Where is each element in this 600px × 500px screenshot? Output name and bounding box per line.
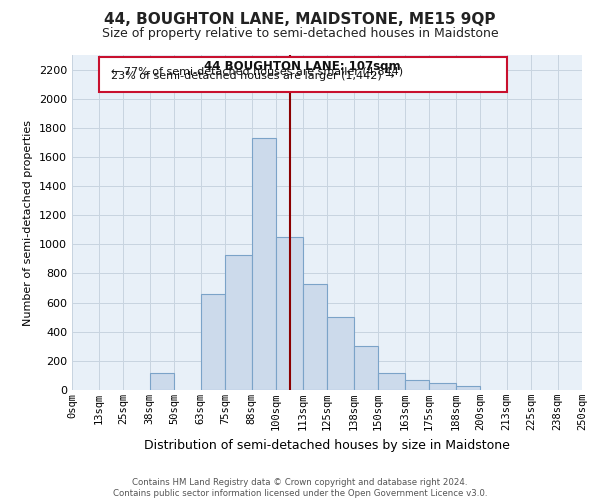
Bar: [251, 138, 276, 390]
Text: Contains HM Land Registry data © Crown copyright and database right 2024.
Contai: Contains HM Land Registry data © Crown c…: [113, 478, 487, 498]
Bar: [225, 256, 251, 390]
Bar: [200, 294, 225, 390]
Text: 23% of semi-detached houses are larger (1,442) →: 23% of semi-detached houses are larger (…: [111, 72, 394, 82]
Bar: [327, 317, 353, 390]
Bar: [404, 380, 429, 390]
Text: Size of property relative to semi-detached houses in Maidstone: Size of property relative to semi-detach…: [101, 28, 499, 40]
Text: ← 77% of semi-detached houses are smaller (4,844): ← 77% of semi-detached houses are smalle…: [111, 66, 403, 76]
Bar: [455, 386, 480, 390]
Y-axis label: Number of semi-detached properties: Number of semi-detached properties: [23, 120, 34, 326]
Bar: [302, 284, 327, 390]
Bar: [149, 372, 174, 390]
Bar: [353, 346, 378, 390]
Bar: [276, 237, 302, 390]
Bar: [429, 384, 455, 390]
Text: 44, BOUGHTON LANE, MAIDSTONE, ME15 9QP: 44, BOUGHTON LANE, MAIDSTONE, ME15 9QP: [104, 12, 496, 28]
Text: 44 BOUGHTON LANE: 107sqm: 44 BOUGHTON LANE: 107sqm: [204, 60, 401, 73]
Bar: [378, 372, 404, 390]
X-axis label: Distribution of semi-detached houses by size in Maidstone: Distribution of semi-detached houses by …: [144, 438, 510, 452]
FancyBboxPatch shape: [98, 57, 506, 92]
